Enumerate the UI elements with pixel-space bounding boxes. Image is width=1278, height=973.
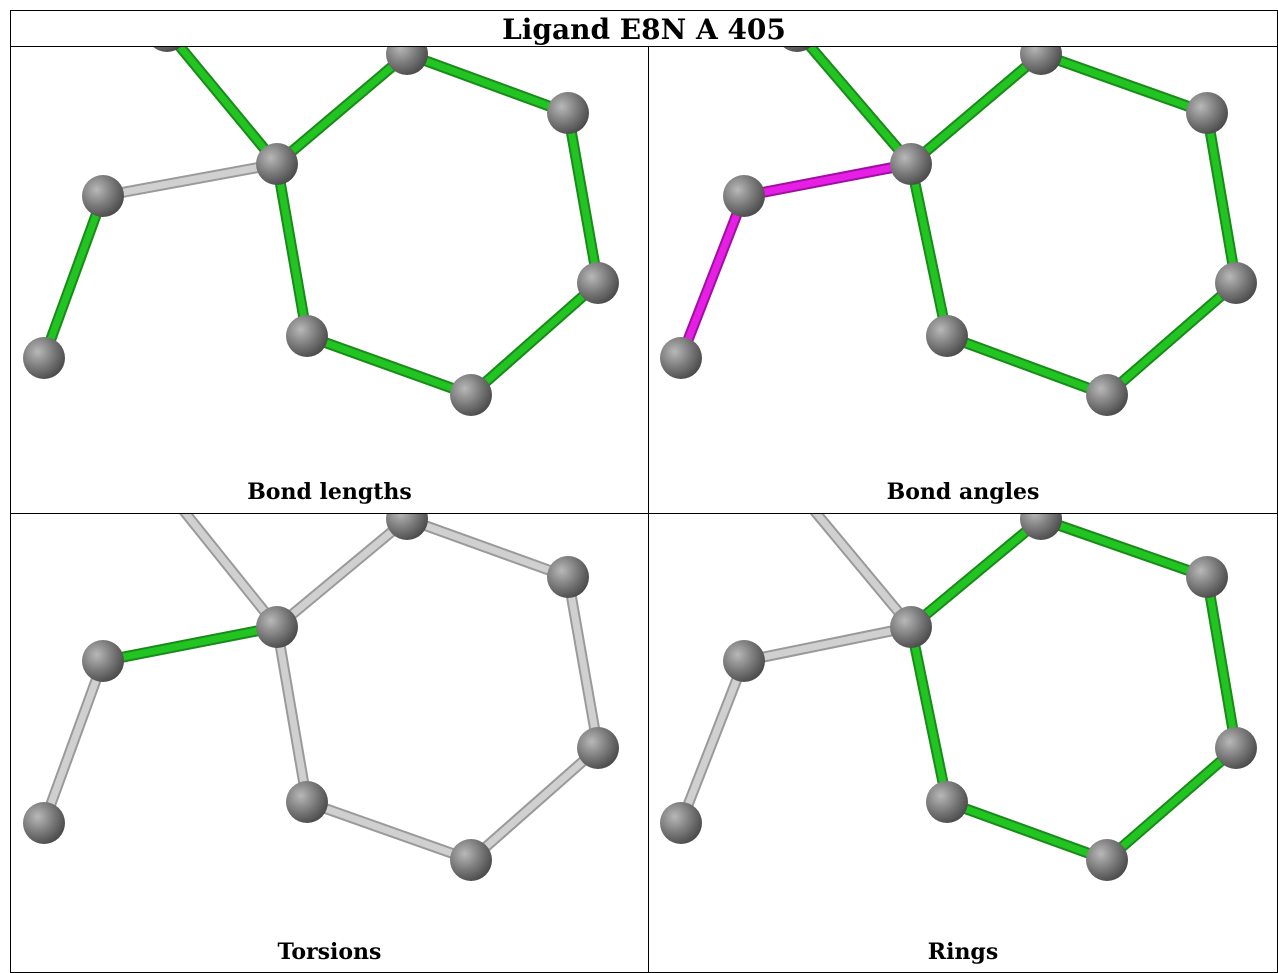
panel-caption: Bond lengths <box>247 479 412 505</box>
molecule-view-bond-lengths <box>23 47 619 416</box>
atom-end <box>23 802 65 844</box>
bond-center-r1 <box>907 50 1045 168</box>
panel-caption: Rings <box>927 939 999 965</box>
atom-center <box>256 606 298 648</box>
bond-r3-r4 <box>467 279 602 399</box>
atom-methyl <box>153 47 181 52</box>
bond-r4-r5 <box>943 332 1111 399</box>
bond-ch-end <box>677 192 748 362</box>
panel-caption: Torsions <box>277 939 382 965</box>
atom-center <box>890 143 932 185</box>
bond-r1-r2 <box>1037 50 1211 117</box>
atom-ch <box>82 640 124 682</box>
atom-r2 <box>547 556 589 598</box>
panel-bond-lengths: Bond lengths <box>10 46 649 514</box>
atom-r4 <box>450 839 492 881</box>
bond-r2-r3 <box>564 573 602 752</box>
bond-r2-r3 <box>1203 109 1240 287</box>
atom-r5 <box>286 781 328 823</box>
bond-methyl-center <box>181 514 281 631</box>
bond-ch-end <box>677 657 748 827</box>
page-title: Ligand E8N A 405 <box>10 10 1278 47</box>
bond-r1-r2 <box>403 515 572 581</box>
bond-methyl-center <box>175 47 281 168</box>
bond-center-r1 <box>273 50 411 168</box>
bond-r3-r4 <box>1103 744 1240 864</box>
bond-center-ch <box>99 623 281 665</box>
bond-r4-r5 <box>303 332 475 399</box>
atom-r5 <box>286 315 328 357</box>
panel-caption: Bond angles <box>886 479 1040 505</box>
atom-r5 <box>926 781 968 823</box>
bond-center-ch <box>740 623 915 665</box>
bond-r1-r2 <box>403 50 572 117</box>
atom-r1 <box>386 514 428 540</box>
bond-center-ch <box>99 160 281 200</box>
atom-end <box>660 802 702 844</box>
molecule-view-rings <box>660 514 1257 881</box>
bond-r5-center <box>907 623 951 806</box>
atom-r2 <box>1186 92 1228 134</box>
molecule-view-bond-angles <box>660 47 1257 416</box>
panel-rings: Rings <box>648 513 1278 973</box>
atom-ch <box>82 175 124 217</box>
atom-ch <box>723 640 765 682</box>
bond-ch-end <box>40 657 107 827</box>
bond-center-r1 <box>273 515 411 631</box>
molecule-view-torsions <box>23 514 619 881</box>
bond-r5-center <box>273 160 311 340</box>
atom-r3 <box>577 727 619 769</box>
atom-r3 <box>577 262 619 304</box>
atom-r1 <box>1020 47 1062 75</box>
bond-r4-r5 <box>303 798 475 864</box>
atom-ch <box>723 175 765 217</box>
atom-r2 <box>1186 556 1228 598</box>
atom-r5 <box>926 315 968 357</box>
atom-center <box>890 606 932 648</box>
bond-ch-end <box>40 192 107 362</box>
bond-r2-r3 <box>564 109 602 287</box>
atom-end <box>660 337 702 379</box>
bond-center-r1 <box>907 515 1045 631</box>
atom-r3 <box>1215 727 1257 769</box>
atom-r2 <box>547 92 589 134</box>
atom-r3 <box>1215 262 1257 304</box>
bond-r3-r4 <box>467 744 602 864</box>
bond-r4-r5 <box>943 798 1111 864</box>
atom-r1 <box>386 47 428 75</box>
atom-center <box>256 143 298 185</box>
bond-methyl-center <box>806 47 915 168</box>
bond-r1-r2 <box>1037 515 1211 581</box>
bond-r3-r4 <box>1103 279 1240 399</box>
atom-end <box>23 337 65 379</box>
panel-torsions: Torsions <box>10 513 649 973</box>
panel-bond-angles: Bond angles <box>648 46 1278 514</box>
bond-r5-center <box>907 160 951 340</box>
panel-grid: Bond lengths Bond angles Torsions Rings <box>10 46 1278 973</box>
atom-methyl <box>783 47 811 52</box>
bond-r5-center <box>273 623 311 806</box>
bond-r2-r3 <box>1203 573 1240 752</box>
atom-r4 <box>450 374 492 416</box>
bond-center-ch <box>740 160 915 200</box>
atom-r4 <box>1086 374 1128 416</box>
atom-r1 <box>1020 514 1062 540</box>
atom-r4 <box>1086 839 1128 881</box>
bond-methyl-center <box>812 514 915 631</box>
